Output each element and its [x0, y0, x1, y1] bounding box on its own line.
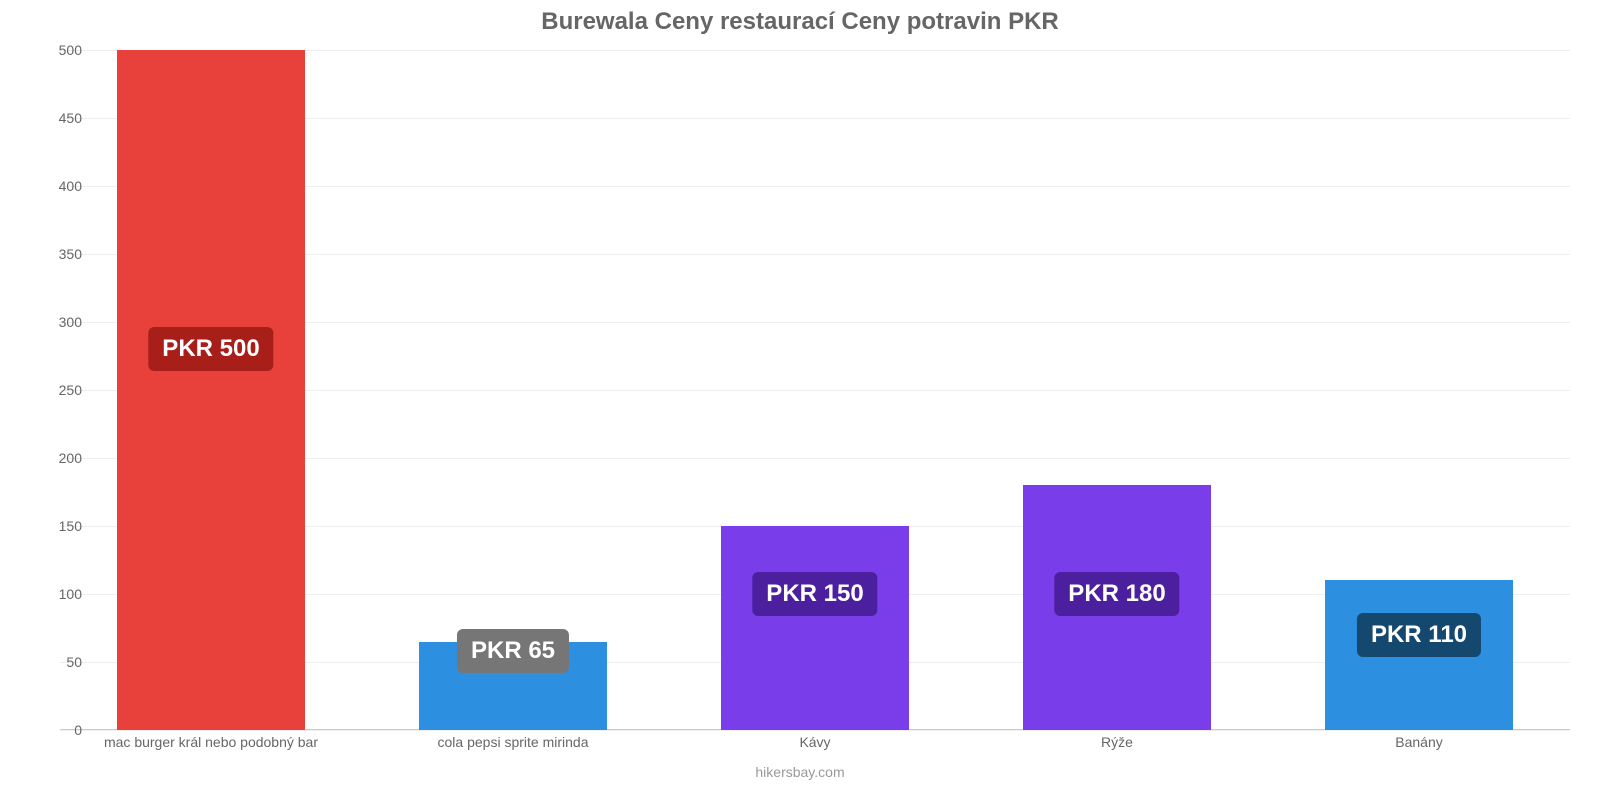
bar [721, 526, 908, 730]
y-tick-label: 150 [42, 518, 82, 534]
y-tick-label: 0 [42, 722, 82, 738]
chart-title: Burewala Ceny restaurací Ceny potravin P… [0, 8, 1600, 36]
y-tick-label: 50 [42, 654, 82, 670]
x-tick-label: Kávy [799, 734, 830, 750]
y-tick-label: 250 [42, 382, 82, 398]
y-tick-label: 300 [42, 314, 82, 330]
chart-footer: hikersbay.com [0, 764, 1600, 780]
x-tick-label: cola pepsi sprite mirinda [438, 734, 589, 750]
y-tick-label: 100 [42, 586, 82, 602]
plot-area: PKR 500 PKR 65 PKR 150 PKR 180 PKR 110 [60, 50, 1570, 730]
bar-value-label: PKR 110 [1357, 613, 1481, 657]
y-tick-label: 500 [42, 42, 82, 58]
y-tick-label: 450 [42, 110, 82, 126]
grid-line [60, 730, 1570, 731]
bar [117, 50, 304, 730]
y-tick-label: 400 [42, 178, 82, 194]
x-tick-label: Banány [1395, 734, 1442, 750]
bar-value-label: PKR 65 [457, 629, 569, 673]
y-tick-label: 350 [42, 246, 82, 262]
y-tick-label: 200 [42, 450, 82, 466]
bar-value-label: PKR 180 [1054, 572, 1179, 616]
x-tick-label: Rýže [1101, 734, 1133, 750]
x-tick-label: mac burger král nebo podobný bar [104, 734, 318, 750]
bar-value-label: PKR 150 [752, 572, 877, 616]
price-chart: Burewala Ceny restaurací Ceny potravin P… [0, 0, 1600, 800]
bar-value-label: PKR 500 [148, 327, 273, 371]
